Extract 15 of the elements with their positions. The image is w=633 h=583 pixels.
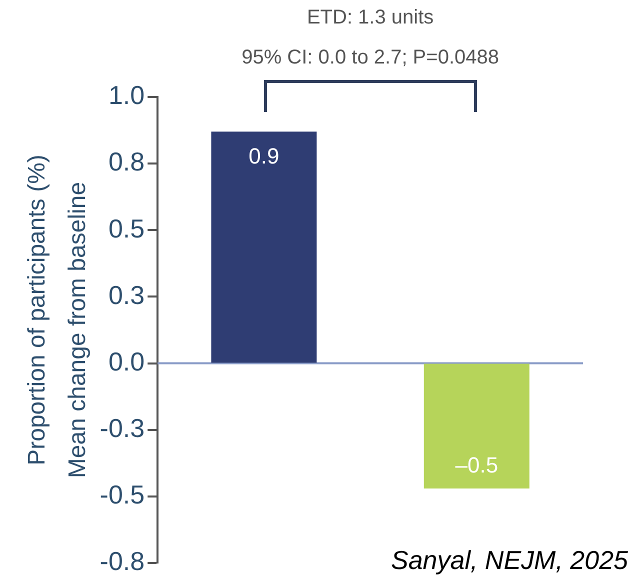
y-tick-label: -0.3 [100,413,145,444]
data-label: 0.9 [248,144,280,169]
data-label: –0.5 [455,452,498,478]
y-tick-label: 0.0 [108,346,145,376]
y-tick-label: -0.5 [100,480,145,510]
text: 95% CI: 0.0 to 2.7; P=0.0488 [242,46,500,69]
text: ETD: 1.3 units [306,6,434,29]
annotation: Sanyal, NEJM, 2025 [390,545,629,576]
y-tick-label: 0.5 [108,213,145,244]
y-axis-title: Mean change from baseline [64,182,92,478]
y-tick-label: -0.8 [100,546,145,576]
y-tick-label: 0.3 [108,280,145,310]
y-tick-label: 1.0 [108,80,145,110]
y-tick-label: 0.8 [108,146,145,177]
text: Proportion of participants (%) [24,154,51,466]
